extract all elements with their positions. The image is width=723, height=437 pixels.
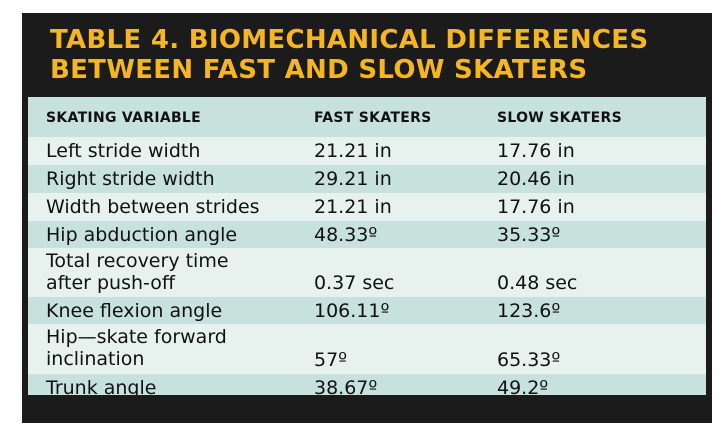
row-variable: Left stride width [46, 140, 201, 162]
row-fast-value: 0.37 sec [314, 272, 395, 294]
table-row: Total recovery time after push-off 0.37 … [28, 248, 706, 297]
header-fast-skaters: FAST SKATERS [314, 110, 432, 126]
row-fast-value: 21.21 in [314, 196, 392, 218]
title-line-2: BETWEEN FAST AND SLOW SKATERS [50, 55, 588, 85]
header-skating-variable: SKATING VARIABLE [46, 110, 202, 126]
table-frame: TABLE 4. BIOMECHANICAL DIFFERENCES BETWE… [22, 13, 712, 423]
row-variable-line-2: inclination [46, 348, 145, 370]
row-fast-value: 106.11º [314, 300, 390, 322]
row-slow-value: 17.76 in [497, 140, 575, 162]
table-row: Hip—skate forward inclination 57º 65.33º [28, 324, 706, 374]
row-fast-value: 48.33º [314, 224, 378, 246]
row-variable: Right stride width [46, 168, 215, 190]
row-slow-value: 20.46 in [497, 168, 575, 190]
footer-bar [22, 395, 712, 423]
row-variable-line-2: after push-off [46, 272, 175, 294]
row-variable: Total recovery time after push-off [46, 250, 229, 294]
row-variable: Trunk angle [46, 377, 157, 399]
title-line-1: TABLE 4. BIOMECHANICAL DIFFERENCES [50, 25, 649, 55]
table-row: Trunk angle 38.67º 49.2º [28, 374, 706, 402]
row-variable: Knee flexion angle [46, 300, 223, 322]
row-variable: Hip—skate forward inclination [46, 326, 227, 370]
row-slow-value: 65.33º [497, 349, 561, 371]
table-title: TABLE 4. BIOMECHANICAL DIFFERENCES BETWE… [50, 25, 700, 85]
row-slow-value: 123.6º [497, 300, 561, 322]
table-header-row: SKATING VARIABLE FAST SKATERS SLOW SKATE… [28, 97, 706, 137]
row-variable: Hip abduction angle [46, 224, 238, 246]
table-row: Width between strides 21.21 in 17.76 in [28, 193, 706, 221]
row-variable-line-1: Hip—skate forward [46, 326, 227, 348]
row-variable: Width between strides [46, 196, 260, 218]
row-slow-value: 35.33º [497, 224, 561, 246]
row-slow-value: 49.2º [497, 377, 549, 399]
row-slow-value: 17.76 in [497, 196, 575, 218]
row-variable-line-1: Total recovery time [46, 250, 229, 272]
table-row: Right stride width 29.21 in 20.46 in [28, 165, 706, 193]
table-row: Knee flexion angle 106.11º 123.6º [28, 297, 706, 324]
table-row: Hip abduction angle 48.33º 35.33º [28, 221, 706, 248]
row-fast-value: 38.67º [314, 377, 378, 399]
data-table: SKATING VARIABLE FAST SKATERS SLOW SKATE… [28, 97, 706, 402]
row-slow-value: 0.48 sec [497, 272, 578, 294]
row-fast-value: 57º [314, 349, 348, 371]
row-fast-value: 29.21 in [314, 168, 392, 190]
table-row: Left stride width 21.21 in 17.76 in [28, 137, 706, 165]
header-slow-skaters: SLOW SKATERS [497, 110, 622, 126]
row-fast-value: 21.21 in [314, 140, 392, 162]
